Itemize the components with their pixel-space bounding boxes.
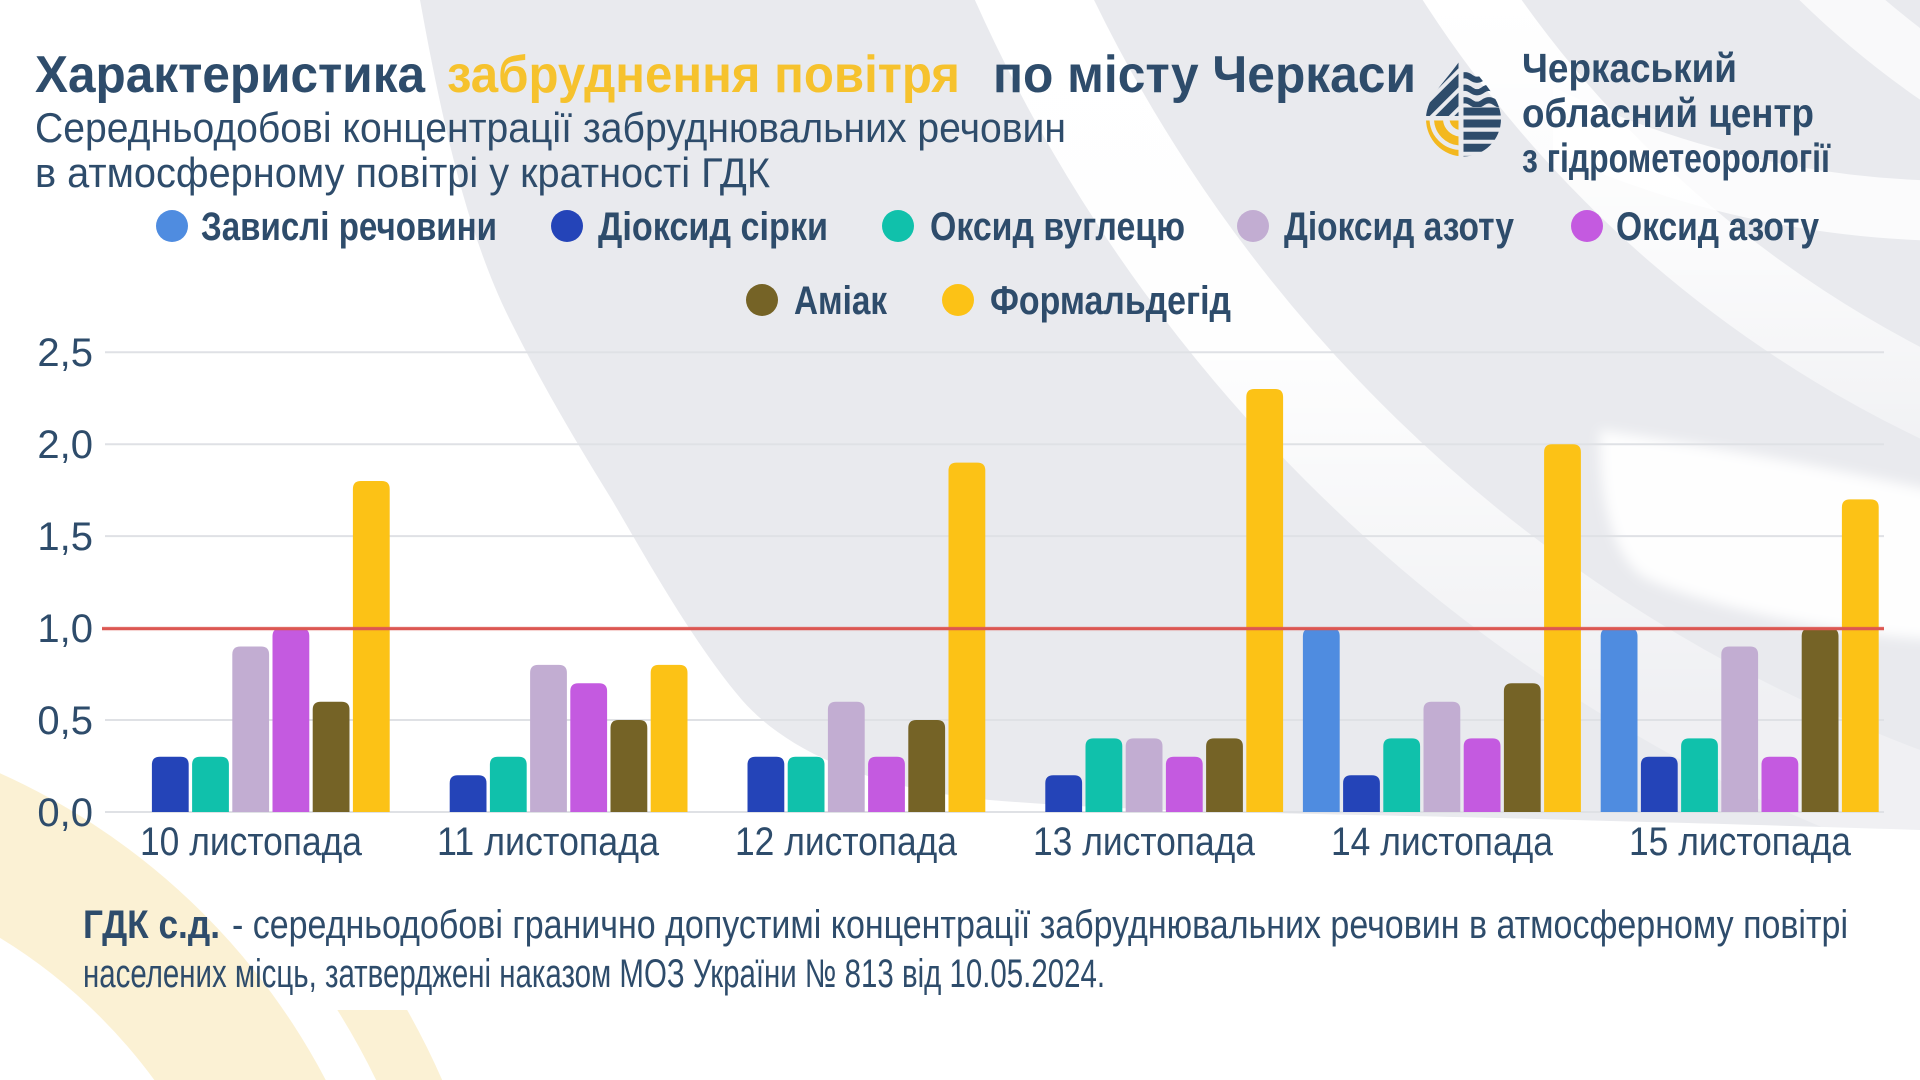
svg-text:ГДК с.д.: ГДК с.д.: [83, 903, 220, 947]
svg-text:в атмосферному повітрі у кратн: в атмосферному повітрі у кратності ГДК: [35, 149, 770, 196]
svg-text:14 листопада: 14 листопада: [1331, 820, 1554, 864]
svg-text:13 листопада: 13 листопада: [1033, 820, 1256, 864]
svg-text:Черкаський: Черкаський: [1522, 45, 1737, 91]
svg-text:населених місць, затверджені н: населених місць, затверджені наказом МОЗ…: [83, 952, 1105, 996]
svg-text:2,5: 2,5: [37, 331, 93, 375]
svg-text:12 листопада: 12 листопада: [735, 820, 958, 864]
svg-text:2,0: 2,0: [37, 423, 93, 467]
svg-text:Оксид азоту: Оксид азоту: [1616, 205, 1820, 249]
svg-text:1,0: 1,0: [37, 607, 93, 651]
svg-text:забруднення повітря: забруднення повітря: [447, 46, 960, 104]
svg-text:Характеристика: Характеристика: [35, 46, 426, 104]
svg-text:з гідрометеорології: з гідрометеорології: [1522, 135, 1831, 181]
svg-text:10 листопада: 10 листопада: [140, 820, 363, 864]
svg-text:Завислі речовини: Завислі речовини: [201, 205, 497, 249]
svg-text:0,0: 0,0: [37, 791, 93, 835]
svg-text:1,5: 1,5: [37, 515, 93, 559]
svg-text:Оксид вуглецю: Оксид вуглецю: [930, 205, 1185, 249]
svg-text:15 листопада: 15 листопада: [1629, 820, 1852, 864]
svg-text:Діоксид азоту: Діоксид азоту: [1284, 205, 1515, 249]
svg-text:Діоксид сірки: Діоксид сірки: [598, 205, 828, 249]
svg-text:Формальдегід: Формальдегід: [990, 279, 1231, 323]
svg-text:0,5: 0,5: [37, 699, 93, 743]
svg-text:Аміак: Аміак: [794, 279, 888, 323]
svg-text:- середньодобові гранично допу: - середньодобові гранично допустимі конц…: [232, 903, 1848, 947]
svg-text:11 листопада: 11 листопада: [437, 820, 660, 864]
svg-text:по місту Черкаси: по місту Черкаси: [993, 46, 1416, 104]
svg-text:Середньодобові концентрації за: Середньодобові концентрації забруднюваль…: [35, 104, 1066, 151]
svg-text:обласний центр: обласний центр: [1522, 90, 1814, 136]
